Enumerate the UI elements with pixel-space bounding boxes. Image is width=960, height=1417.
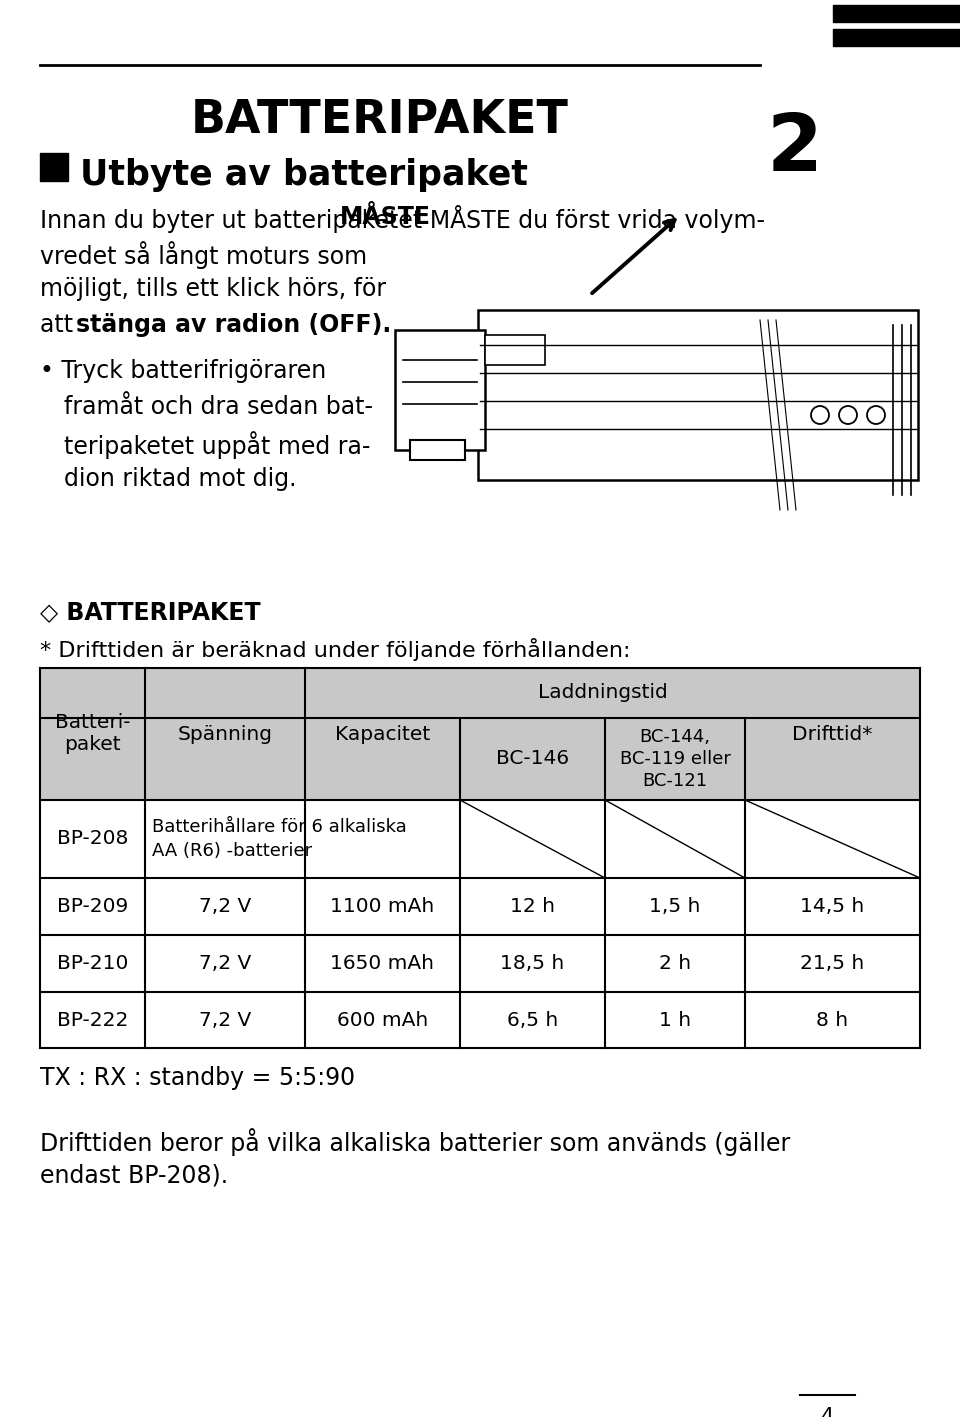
FancyBboxPatch shape [395,330,485,451]
Bar [833,6,960,23]
Bar [40,667,920,801]
Text: 8 h: 8 h [816,1010,849,1030]
Bar [833,28,960,45]
Text: 7,2 V: 7,2 V [199,1010,252,1030]
Text: Spänning: Spänning [178,724,273,744]
Text: 2: 2 [767,111,823,188]
Text: BP-209: BP-209 [57,897,128,915]
Text: MÅSTE: MÅSTE [340,205,431,230]
Text: dion riktad mot dig.: dion riktad mot dig. [64,468,297,492]
Text: BATTERIPAKET: BATTERIPAKET [191,98,569,143]
Text: Kapacitet: Kapacitet [335,724,430,744]
Text: 4: 4 [822,1407,834,1417]
Text: BC-144,
BC-119 eller
BC-121: BC-144, BC-119 eller BC-121 [619,728,731,789]
Text: möjligt, tills ett klick hörs, för: möjligt, tills ett klick hörs, för [40,276,386,300]
Text: Batterihållare för 6 alkaliska
AA (R6) -batterier: Batterihållare för 6 alkaliska AA (R6) -… [152,818,407,860]
Text: teripaketet uppåt med ra-: teripaketet uppåt med ra- [64,431,371,459]
Text: 1 h: 1 h [659,1010,691,1030]
Text: BP-222: BP-222 [57,1010,129,1030]
Text: framåt och dra sedan bat-: framåt och dra sedan bat- [64,395,373,419]
Text: • Tryck batterifrigöraren: • Tryck batterifrigöraren [40,359,326,383]
Text: 14,5 h: 14,5 h [801,897,865,915]
Bar [40,879,920,935]
Text: 1650 mAh: 1650 mAh [330,954,435,973]
Text: stänga av radion (OFF).: stänga av radion (OFF). [77,313,392,337]
Text: att: att [40,313,81,337]
Text: Innan du byter ut batteripaketet MÅSTE du först vrida volym-: Innan du byter ut batteripaketet MÅSTE d… [40,205,765,232]
Bar [40,801,920,879]
Text: 12 h: 12 h [510,897,555,915]
Bar [485,334,545,366]
Text: BP-208: BP-208 [57,829,129,849]
Text: endast BP-208).: endast BP-208). [40,1163,228,1187]
Text: Drifttiden beror på vilka alkaliska batterier som används (gäller: Drifttiden beror på vilka alkaliska batt… [40,1128,790,1156]
Bar [40,153,68,181]
FancyBboxPatch shape [410,441,465,461]
Text: 7,2 V: 7,2 V [199,954,252,973]
Text: vredet så långt moturs som: vredet så långt moturs som [40,241,367,269]
Text: 1100 mAh: 1100 mAh [330,897,435,915]
Text: BP-210: BP-210 [57,954,129,973]
Bar [40,992,920,1049]
Text: 2 h: 2 h [659,954,691,973]
Text: Laddningstid: Laddningstid [538,683,667,703]
Text: TX : RX : standby = 5:5:90: TX : RX : standby = 5:5:90 [40,1066,355,1090]
Text: 1,5 h: 1,5 h [649,897,701,915]
Text: Batteri-
paket: Batteri- paket [55,714,131,754]
Text: 600 mAh: 600 mAh [337,1010,428,1030]
Text: Drifttid*: Drifttid* [792,724,873,744]
Text: 21,5 h: 21,5 h [801,954,865,973]
Bar [40,935,920,992]
Text: 7,2 V: 7,2 V [199,897,252,915]
Text: 18,5 h: 18,5 h [500,954,564,973]
Text: ◇ BATTERIPAKET: ◇ BATTERIPAKET [40,599,260,623]
Text: * Drifttiden är beräknad under följande förhållanden:: * Drifttiden är beräknad under följande … [40,638,631,660]
Text: Utbyte av batteripaket: Utbyte av batteripaket [80,159,528,191]
FancyBboxPatch shape [478,310,918,480]
Text: BC-146: BC-146 [496,750,569,768]
Text: 6,5 h: 6,5 h [507,1010,558,1030]
